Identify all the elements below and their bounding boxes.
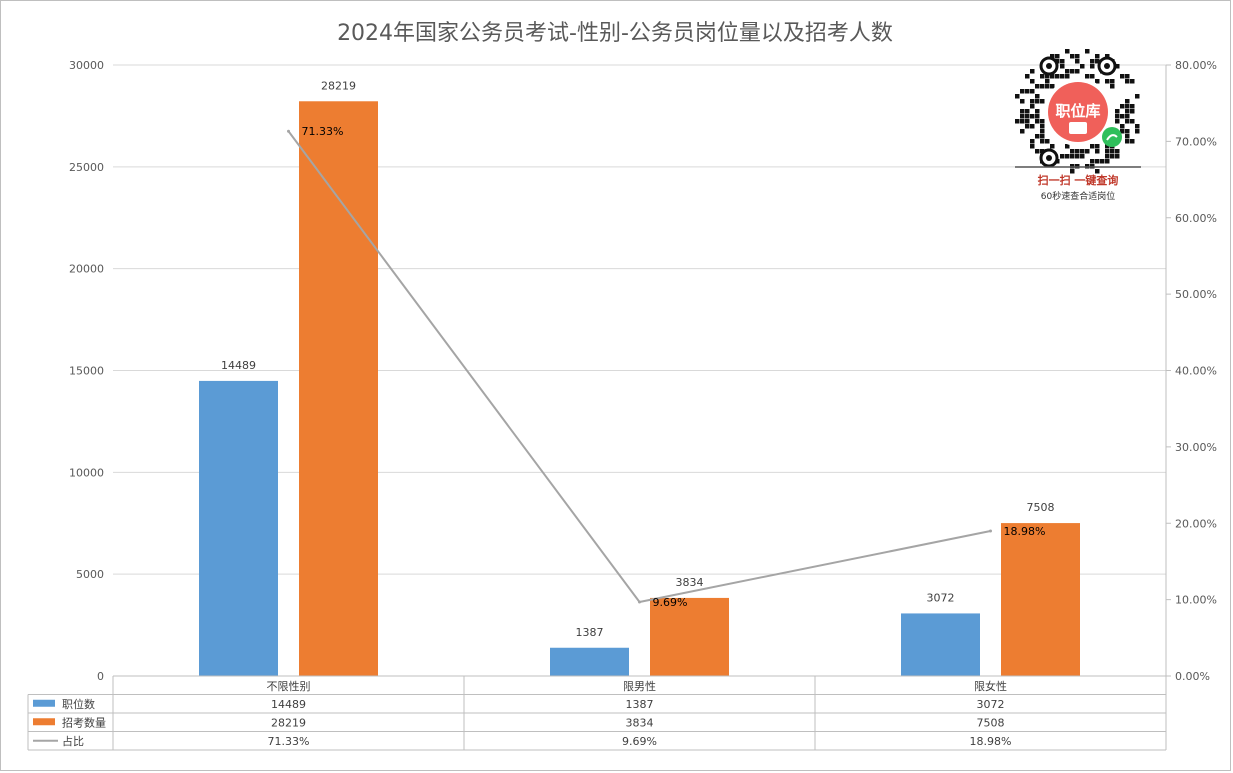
bar-职位数-不限性别 [199,380,278,676]
chart-title: 2024年国家公务员考试-性别-公务员岗位量以及招考人数 [337,21,893,46]
table-cell: 7508 [977,716,1005,729]
line-value-label: 71.33% [302,125,344,138]
line-point [989,529,992,533]
qr-cta-text: 扫一扫 一键查询 [1038,173,1119,187]
qr-logo-text: 职位库 [1055,102,1100,120]
y-left-tick-label: 30000 [69,59,104,72]
table-cell: 71.33% [268,735,310,748]
line-point [287,129,290,133]
qr-code-icon [1015,49,1140,174]
folder-icon [1069,122,1087,134]
bar-layer [199,101,1080,677]
legend-entry: 占比 [62,734,84,748]
bar-招考数量-限男性 [650,597,729,676]
bar-招考数量-不限性别 [299,101,378,677]
right-axis: 0.00% 10.00% 20.00% 30.00% 40.00% 50.00% 60.00… [1165,59,1217,683]
y-left-tick-label: 25000 [69,161,104,174]
table-cell: 14489 [271,698,306,711]
legend-swatch-招考数量 [33,718,55,726]
qr-logo-badge [1048,82,1108,142]
y-right-tick-label: 10.00% [1175,594,1217,607]
legend-swatch-职位数 [33,699,55,707]
table-cell: 28219 [271,716,306,729]
line-layer [287,129,992,604]
y-left-tick-label: 20000 [69,263,104,276]
y-right-tick-label: 50.00% [1175,288,1217,301]
table-cell: 9.69% [622,735,657,748]
x-category-label: 限男性 [623,679,656,693]
bar-招考数量-限女性 [1001,523,1080,676]
legend-entry: 职位数 [62,697,95,711]
line-point [638,600,641,604]
line-占比 [287,130,991,604]
y-right-tick-label: 60.00% [1175,212,1217,225]
line-value-label: 18.98% [1004,525,1046,538]
qr-sub-text: 60秒速查合适岗位 [1041,190,1115,202]
bar-职位数-限女性 [901,613,980,676]
bar-value-label: 1387 [576,626,604,639]
bar-value-label: 7508 [1027,501,1055,514]
x-category-label: 限女性 [974,679,1007,693]
bar-职位数-限男性 [550,647,629,676]
y-right-tick-label: 20.00% [1175,517,1217,530]
table-cell: 3834 [626,716,654,729]
y-left-tick-label: 0 [97,670,104,683]
y-right-tick-label: 0.00% [1175,670,1210,683]
bar-value-label: 3834 [676,576,704,589]
label-layer: 14489 28219 1387 3834 3072 7508 71.33% 9.69% 18.… [221,79,1055,638]
bar-value-label: 14489 [221,359,256,372]
bar-value-label: 3072 [927,591,955,604]
y-right-tick-label: 30.00% [1175,441,1217,454]
qr-badge: 职位库 扫一扫 一键查询 60秒速查合适岗位 [1005,22,1150,212]
bar-value-label: 28219 [321,79,356,92]
table-cell: 3072 [977,698,1005,711]
table-cell: 18.98% [970,735,1012,748]
y-left-tick-label: 10000 [69,466,104,479]
left-axis: 0 5000 10000 15000 20000 25000 30000 [69,59,104,683]
mini-program-icon [1102,127,1122,147]
y-right-tick-label: 40.00% [1175,365,1217,378]
y-left-tick-label: 15000 [69,365,104,378]
table-cell: 1387 [626,698,654,711]
y-right-tick-label: 70.00% [1175,135,1217,148]
y-left-tick-label: 5000 [76,568,104,581]
line-value-label: 9.69% [653,596,688,609]
x-category-label: 不限性别 [267,679,311,693]
legend-entry: 招考数量 [62,715,106,729]
y-right-tick-label: 80.00% [1175,59,1217,72]
